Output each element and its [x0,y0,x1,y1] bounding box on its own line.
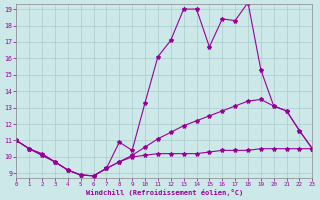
X-axis label: Windchill (Refroidissement éolien,°C): Windchill (Refroidissement éolien,°C) [86,189,243,196]
